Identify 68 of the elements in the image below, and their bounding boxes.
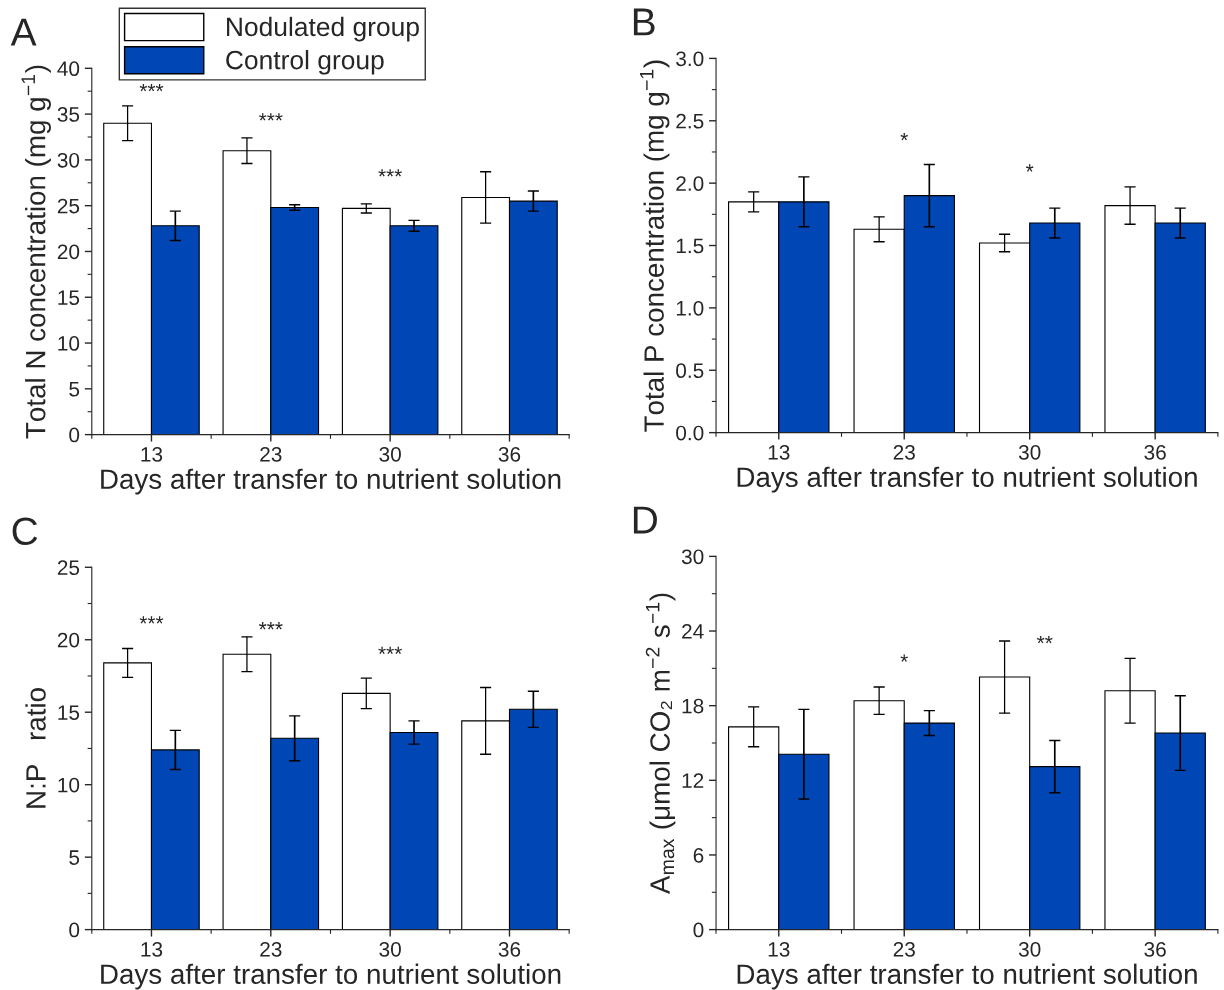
y-tick-label: 0.5: [676, 363, 704, 379]
x-axis-title: Days after transfer to nutrient solution: [101, 963, 561, 990]
chart-title: A: [10, 18, 37, 46]
y-tick-label: 0.0: [676, 425, 704, 441]
y-tick-label: 25: [57, 560, 80, 576]
y-tick-label: 2.5: [676, 113, 704, 129]
x-tick-label: 13: [768, 941, 790, 957]
annotation: *: [900, 132, 908, 141]
x-tick-label: 30: [379, 941, 401, 957]
y-tick-label: 15: [58, 290, 80, 305]
y-axis-title: N:P ratio: [25, 688, 46, 808]
y-tick-label: 0: [693, 922, 704, 938]
x-tick-label: 13: [141, 446, 163, 462]
y-tick-label: 10: [58, 777, 80, 793]
annotation: ***: [139, 83, 164, 92]
y-tick-label: 10: [58, 336, 80, 351]
y-tick-label: 24: [682, 624, 704, 639]
y-tick-label: 0: [69, 427, 80, 443]
y-tick-label: 0: [69, 922, 80, 938]
y-tick-label: 25: [57, 198, 80, 214]
x-tick-label: 23: [893, 941, 915, 957]
annotation: ***: [258, 113, 283, 121]
x-axis-title: Days after transfer to nutrient solution: [737, 466, 1197, 493]
y-tick-label: 5: [69, 850, 80, 865]
x-axis-title: Days after transfer to nutrient solution: [737, 963, 1197, 990]
annotation: ***: [378, 646, 402, 655]
y-tick-label: 12: [682, 773, 704, 788]
annotation: ***: [139, 616, 164, 624]
y-tick-label: 30: [57, 152, 80, 168]
y-axis-title: Total N concentration (mg g$^{−1}$): [21, 65, 51, 439]
y-tick-label: 1.5: [676, 238, 704, 254]
annotation: ***: [378, 169, 402, 177]
x-tick-label: 23: [260, 941, 282, 957]
annotation: ***: [258, 622, 283, 630]
y-tick-label: 6: [693, 847, 704, 863]
chart-title: C: [12, 517, 38, 546]
x-tick-label: 36: [1144, 444, 1166, 460]
y-tick-label: 18: [682, 698, 704, 714]
y-tick-label: 30: [681, 549, 704, 565]
x-tick-label: 36: [498, 941, 521, 957]
x-tick-label: 13: [768, 444, 790, 460]
x-tick-label: 30: [1018, 941, 1041, 957]
y-tick-label: 35: [57, 107, 80, 122]
chart-title: D: [633, 506, 657, 534]
legend-label: Nodulated group: [227, 16, 419, 42]
x-tick-label: 23: [260, 446, 282, 462]
annotation: *: [900, 654, 908, 662]
y-tick-label: 3.0: [676, 51, 704, 67]
x-axis-title: Days after transfer to nutrient solution: [101, 468, 561, 495]
y-tick-label: 1.0: [676, 300, 704, 316]
y-tick-label: 20: [57, 632, 80, 648]
x-tick-label: 23: [893, 444, 915, 460]
x-tick-label: 36: [1144, 941, 1166, 957]
x-tick-label: 36: [498, 446, 521, 462]
y-tick-label: 2.0: [676, 176, 704, 191]
annotation: *: [1025, 164, 1034, 172]
y-tick-label: 15: [58, 705, 80, 720]
x-tick-label: 30: [379, 446, 401, 462]
x-tick-label: 13: [141, 941, 163, 957]
legend-label: Control group: [226, 50, 384, 75]
y-tick-label: 5: [69, 382, 80, 397]
x-tick-label: 30: [1018, 444, 1041, 460]
y-axis-title: Total P concentration (mg g$^{−1}$): [640, 60, 670, 432]
annotation: **: [1036, 635, 1053, 644]
chart-title: B: [633, 8, 655, 36]
y-tick-label: 40: [57, 61, 80, 77]
y-axis-title: A$_{max}$ (μmol CO₂ m$^{−2}$ s$^{−1}$): [645, 593, 676, 895]
y-tick-label: 20: [57, 244, 80, 260]
